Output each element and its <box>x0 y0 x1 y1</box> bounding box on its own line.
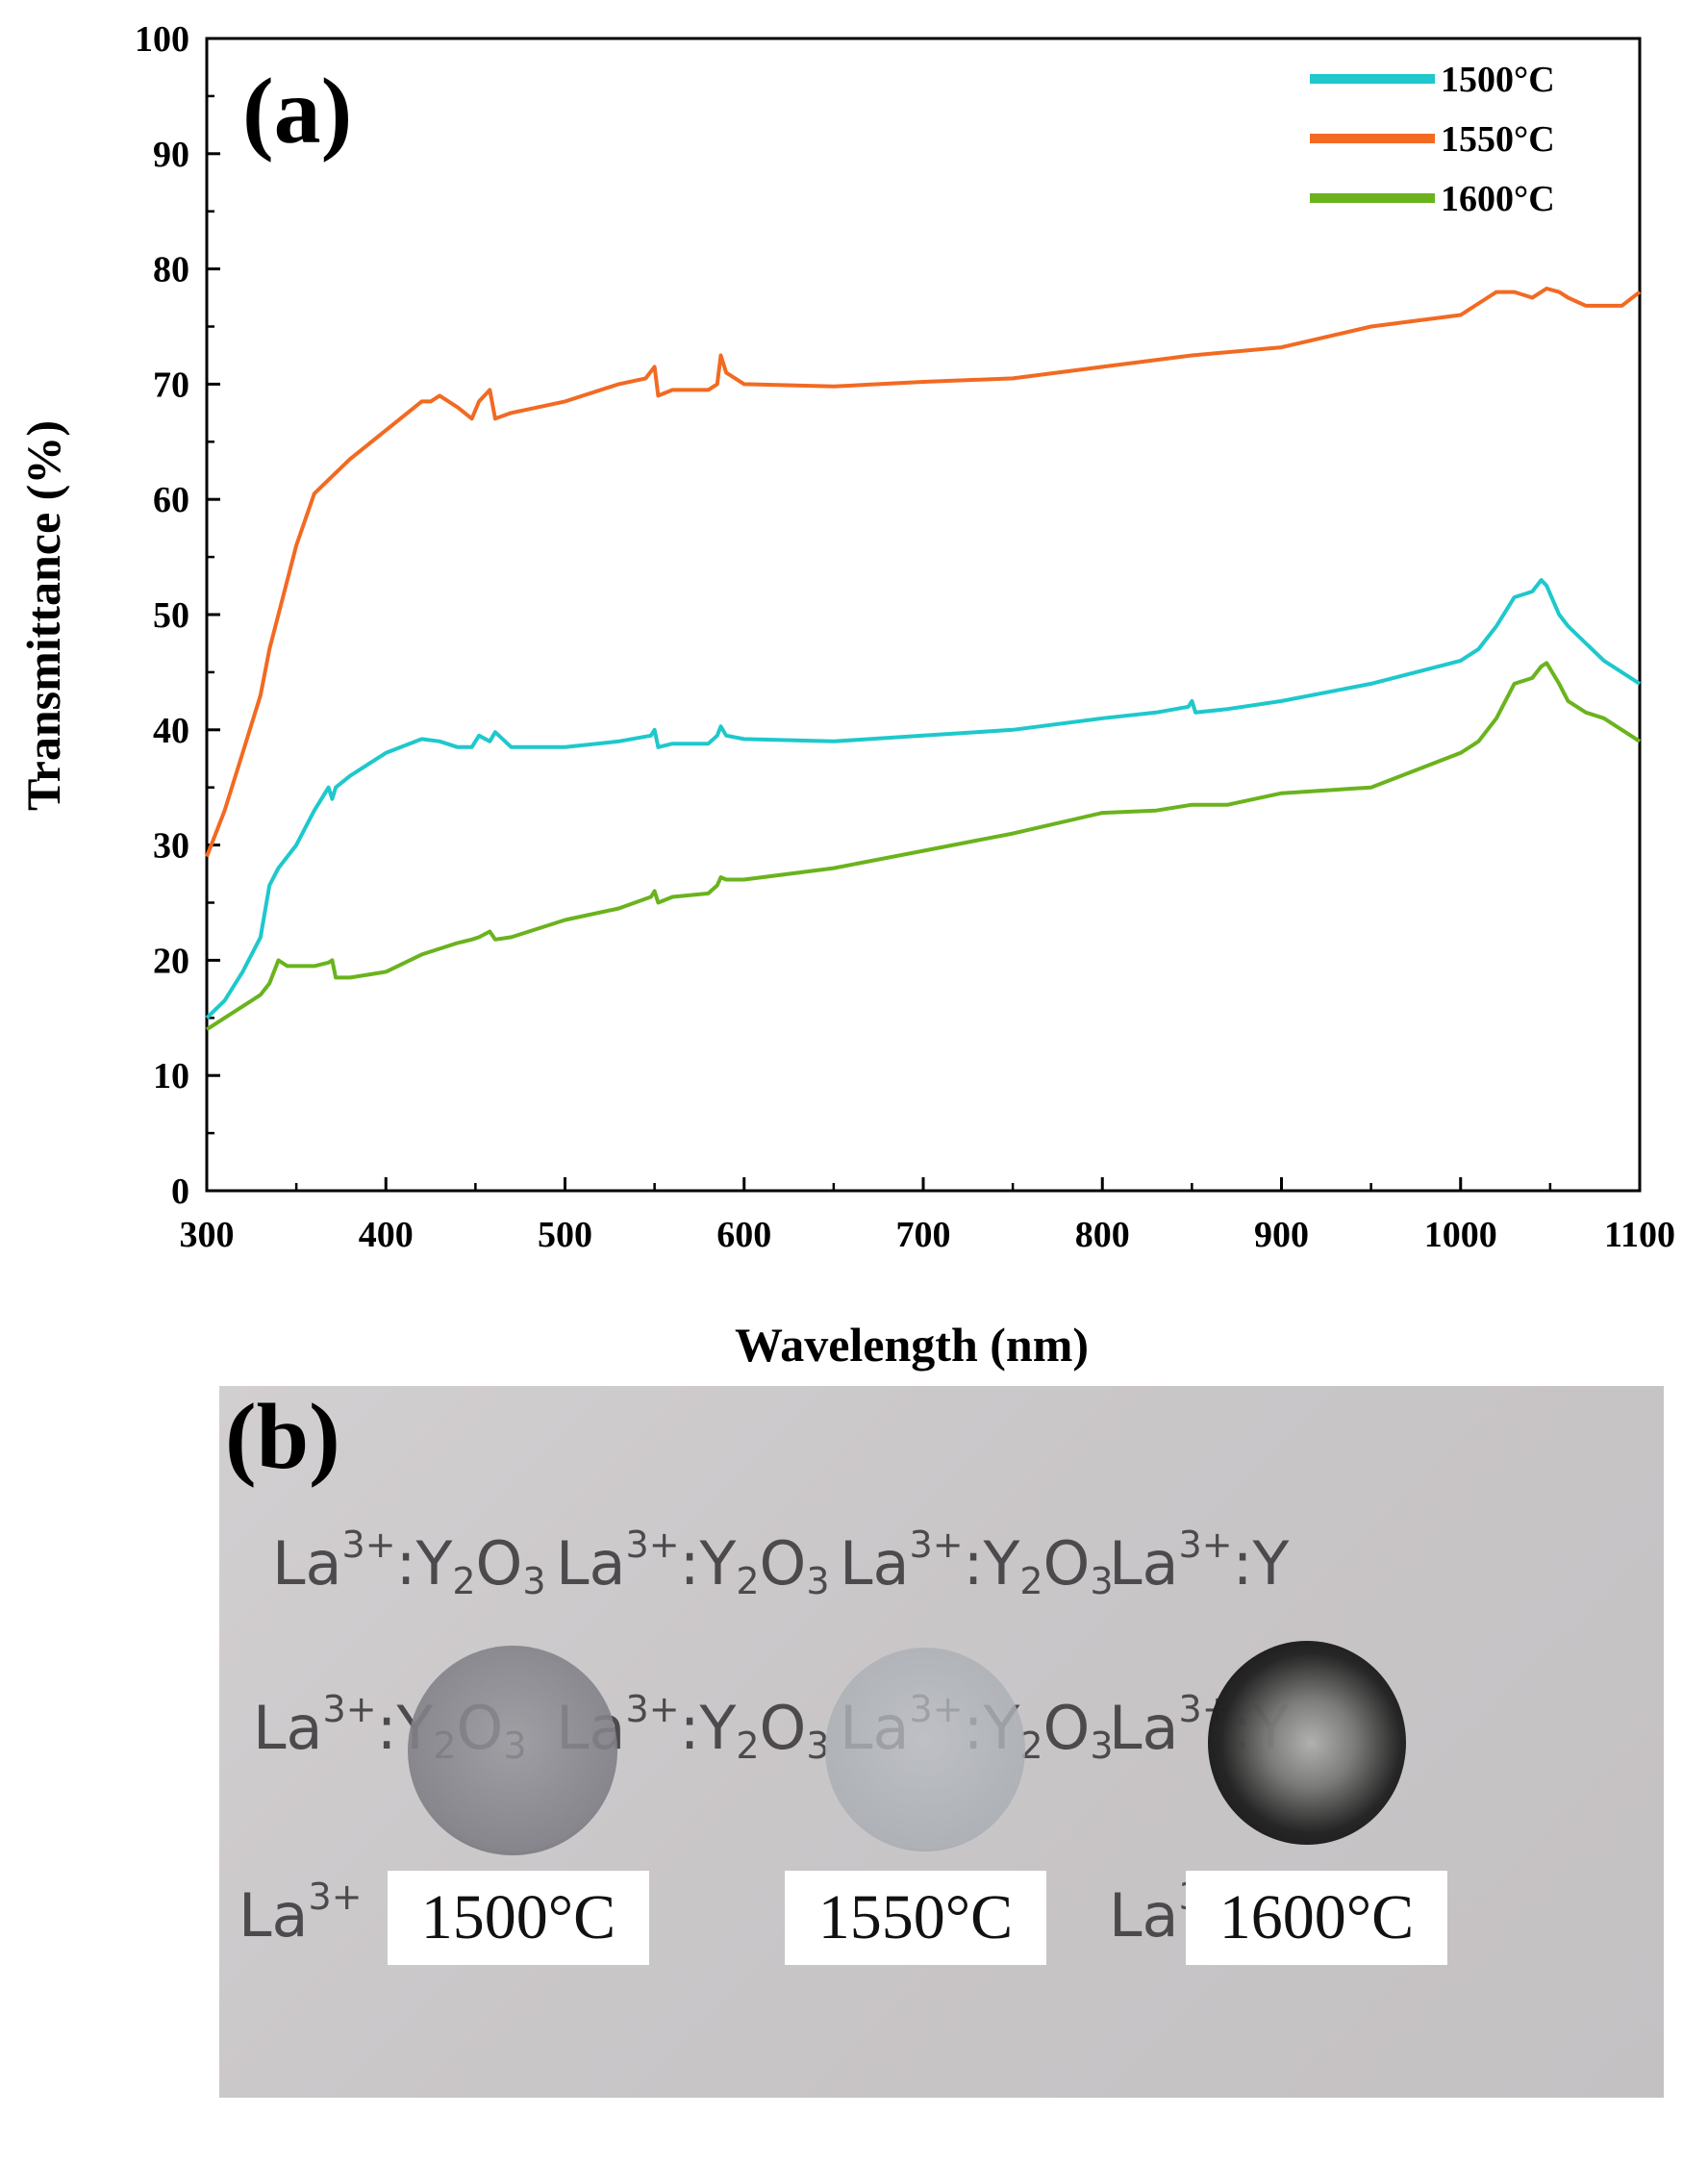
x-tick-label: 500 <box>538 1215 592 1255</box>
series-line-1550 <box>205 287 1642 858</box>
x-tick-label: 900 <box>1254 1215 1309 1255</box>
printed-formula: La3+ <box>239 1876 363 1951</box>
y-tick-label: 0 <box>171 1171 189 1212</box>
printed-formula: La3+:Y2O3 <box>840 1524 1114 1602</box>
legend-label: 1550°C <box>1441 119 1555 160</box>
printed-formula: La3+:Y2O3 <box>556 1524 830 1602</box>
plot-frame <box>205 37 1642 1193</box>
transmittance-chart: 300 400 500 600 700 800 900 1000 1100 0 10 20 30 40 50… <box>16 19 1675 1372</box>
panel-a-label: (a) <box>242 60 352 164</box>
legend: 1500°C 1550°C 1600°C <box>1310 60 1555 219</box>
legend-label: 1500°C <box>1441 60 1555 100</box>
disk-1500 <box>408 1646 617 1855</box>
y-tick-label: 60 <box>153 480 189 520</box>
x-tick-label: 600 <box>716 1215 771 1255</box>
chart-axes: 300 400 500 600 700 800 900 1000 1100 0 10 20 30 40 50… <box>135 19 1675 1255</box>
x-tick-label: 1100 <box>1604 1215 1675 1255</box>
series-layer <box>205 287 1642 1031</box>
temperature-label: 1550°C <box>785 1871 1046 1965</box>
legend-label: 1600°C <box>1441 179 1555 219</box>
y-tick-label: 20 <box>153 941 189 981</box>
panel-b-label: (b) <box>225 1386 340 1489</box>
printed-formula: La3+:Y2O3 <box>272 1524 546 1602</box>
x-axis-title: Wavelength (nm) <box>735 1318 1089 1372</box>
printed-formula: La3+:Y <box>1109 1524 1290 1599</box>
series-line-1600 <box>205 661 1642 1031</box>
x-tick-label: 800 <box>1075 1215 1130 1255</box>
temperature-label: 1500°C <box>388 1871 649 1965</box>
x-tick-label: 300 <box>180 1215 235 1255</box>
x-tick-label: 1000 <box>1424 1215 1497 1255</box>
y-tick-label: 80 <box>153 250 189 290</box>
y-tick-label: 70 <box>153 365 189 405</box>
disk-1550 <box>825 1648 1025 1851</box>
y-tick-label: 90 <box>153 135 189 175</box>
y-tick-label: 100 <box>135 19 189 60</box>
temperature-label: 1600°C <box>1186 1871 1447 1965</box>
disk-1600 <box>1208 1641 1406 1845</box>
y-tick-label: 10 <box>153 1056 189 1096</box>
sample-photo: (b) La3+:Y2O3 La3+:Y2O3 La3+:Y2O3 La3+:Y La3… <box>219 1386 1664 2098</box>
series-line-1500 <box>205 578 1642 1020</box>
x-tick-label: 400 <box>359 1215 414 1255</box>
x-tick-label: 700 <box>896 1215 951 1255</box>
y-axis-title: Transmittance (%) <box>16 420 70 811</box>
y-tick-label: 40 <box>153 711 189 751</box>
y-tick-label: 30 <box>153 826 189 867</box>
y-tick-label: 50 <box>153 595 189 636</box>
